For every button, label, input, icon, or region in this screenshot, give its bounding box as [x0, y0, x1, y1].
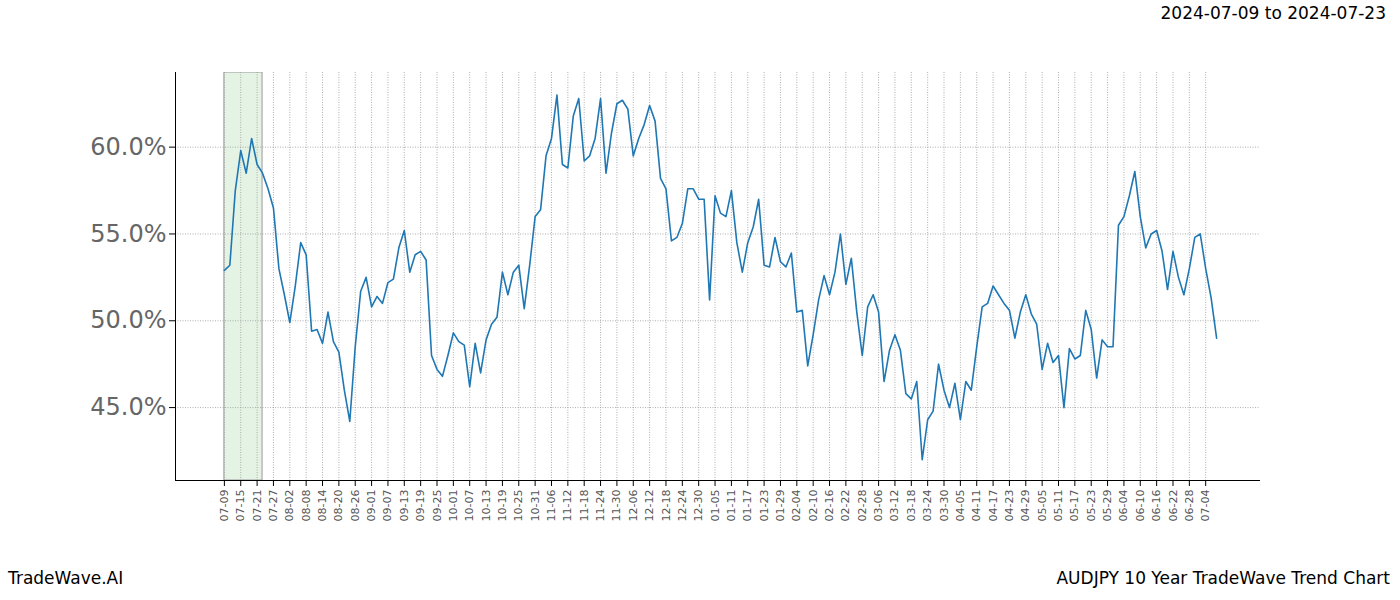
svg-text:05-05: 05-05	[1036, 490, 1049, 522]
svg-text:60.0%: 60.0%	[90, 133, 166, 161]
svg-text:03-06: 03-06	[872, 490, 885, 522]
svg-text:06-22: 06-22	[1167, 490, 1180, 522]
svg-text:10-19: 10-19	[496, 490, 509, 522]
svg-text:02-28: 02-28	[856, 490, 869, 522]
svg-text:09-13: 09-13	[398, 490, 411, 522]
svg-text:06-28: 06-28	[1183, 490, 1196, 522]
svg-text:07-04: 07-04	[1199, 490, 1212, 522]
svg-text:10-01: 10-01	[447, 490, 460, 522]
svg-text:12-30: 12-30	[692, 490, 705, 522]
svg-text:02-04: 02-04	[790, 490, 803, 522]
svg-text:03-30: 03-30	[938, 490, 951, 522]
svg-text:12-12: 12-12	[643, 490, 656, 522]
svg-text:01-05: 01-05	[709, 490, 722, 522]
svg-text:01-29: 01-29	[774, 490, 787, 522]
svg-text:04-23: 04-23	[1003, 490, 1016, 522]
svg-text:04-11: 04-11	[970, 490, 983, 522]
svg-text:11-12: 11-12	[561, 490, 574, 522]
svg-text:04-05: 04-05	[954, 490, 967, 522]
svg-text:12-06: 12-06	[627, 490, 640, 522]
svg-text:05-17: 05-17	[1068, 490, 1081, 522]
svg-text:05-23: 05-23	[1085, 490, 1098, 522]
svg-text:01-11: 01-11	[725, 490, 738, 522]
svg-text:12-18: 12-18	[659, 490, 672, 522]
svg-text:09-19: 09-19	[414, 490, 427, 522]
svg-text:07-27: 07-27	[267, 490, 280, 522]
html-text:2024-07-09 to 2024-07-23: 2024-07-09 to 2024-07-23	[1160, 3, 1386, 23]
svg-text:12-24: 12-24	[676, 490, 689, 522]
svg-text:07-15: 07-15	[234, 490, 247, 522]
svg-text:10-07: 10-07	[463, 490, 476, 522]
svg-text:02-16: 02-16	[823, 490, 836, 522]
svg-text:45.0%: 45.0%	[90, 393, 166, 421]
svg-text:07-09: 07-09	[218, 490, 231, 522]
svg-text:01-23: 01-23	[758, 490, 771, 522]
svg-text:06-10: 06-10	[1134, 490, 1147, 522]
svg-text:08-08: 08-08	[300, 490, 313, 522]
svg-text:04-17: 04-17	[987, 490, 1000, 522]
svg-text:10-25: 10-25	[512, 490, 525, 522]
svg-text:10-13: 10-13	[480, 490, 493, 522]
svg-text:09-07: 09-07	[381, 490, 394, 522]
svg-text:07-21: 07-21	[251, 490, 264, 522]
svg-text:50.0%: 50.0%	[90, 306, 166, 334]
svg-text:10-31: 10-31	[529, 490, 542, 522]
svg-text:11-30: 11-30	[610, 490, 623, 522]
svg-text:05-29: 05-29	[1101, 490, 1114, 522]
svg-text:08-26: 08-26	[349, 490, 362, 522]
svg-text:06-16: 06-16	[1150, 490, 1163, 522]
svg-text:09-01: 09-01	[365, 490, 378, 522]
svg-text:08-14: 08-14	[316, 490, 329, 522]
svg-text:01-17: 01-17	[741, 490, 754, 522]
svg-text:02-22: 02-22	[839, 490, 852, 522]
svg-text:03-12: 03-12	[888, 490, 901, 522]
svg-text:11-06: 11-06	[545, 490, 558, 522]
svg-text:11-24: 11-24	[594, 490, 607, 522]
svg-text:08-02: 08-02	[283, 490, 296, 522]
svg-text:09-25: 09-25	[431, 490, 444, 522]
svg-text:11-18: 11-18	[578, 490, 591, 522]
html-text:TradeWave.AI: TradeWave.AI	[8, 568, 124, 588]
svg-text:06-04: 06-04	[1117, 490, 1130, 522]
svg-text:05-11: 05-11	[1052, 490, 1065, 522]
svg-text:08-20: 08-20	[332, 490, 345, 522]
svg-text:03-24: 03-24	[921, 490, 934, 522]
svg-text:55.0%: 55.0%	[90, 220, 166, 248]
svg-text:03-18: 03-18	[905, 490, 918, 522]
svg-text:04-29: 04-29	[1019, 490, 1032, 522]
svg-text:02-10: 02-10	[807, 490, 820, 522]
html-text:AUDJPY 10 Year TradeWave Trend: AUDJPY 10 Year TradeWave Trend Chart	[1056, 568, 1390, 588]
